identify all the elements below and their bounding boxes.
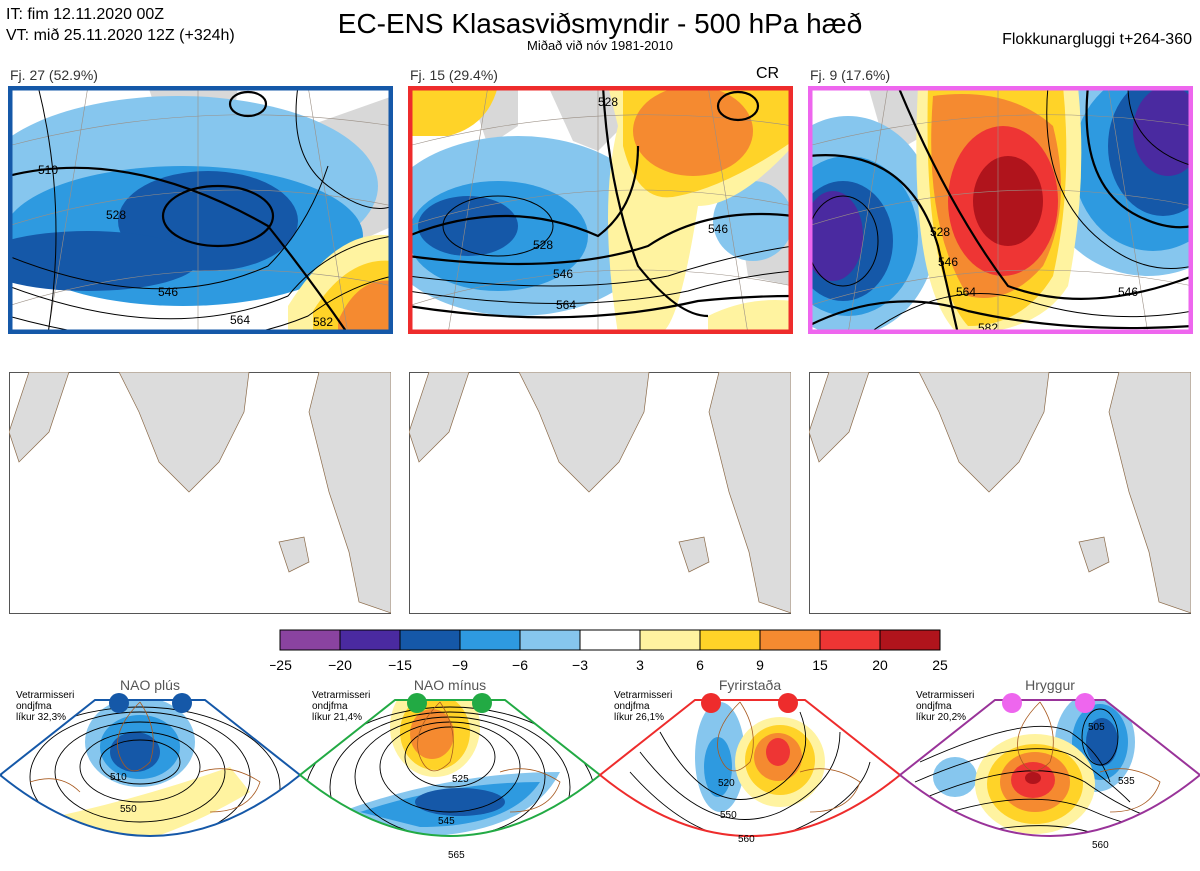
cluster-1-label: Fj. 27 (52.9%) xyxy=(10,67,98,83)
contour-label: 546 xyxy=(553,267,573,281)
cluster-2-map: 528 546 564 546 528 xyxy=(408,86,793,334)
colorbar-tick-label: −9 xyxy=(452,657,468,673)
colorbar-tick-label: 20 xyxy=(872,657,888,673)
contour-label: 550 xyxy=(720,810,737,821)
empty-map-1 xyxy=(9,372,391,614)
colorbar-swatch xyxy=(819,629,881,651)
regime-note: Vetrarmisseri xyxy=(614,690,672,701)
regime-nao-minus: NAO mínus Vetrarmisseri ondjfma líkur 21… xyxy=(298,677,602,861)
regime-note: Vetrarmisseri xyxy=(916,690,974,701)
regime-note: Vetrarmisseri xyxy=(312,690,370,701)
colorbar-swatch xyxy=(579,629,641,651)
colorbar-tick-label: 25 xyxy=(932,657,948,673)
regime-probability: líkur 21,4% xyxy=(312,712,362,723)
initial-time: IT: fim 12.11.2020 00Z xyxy=(6,6,165,23)
regime-title: Fyrirstaða xyxy=(719,677,781,693)
cluster-2-border xyxy=(408,86,793,334)
cluster-3-map: 528 546 564 546 582 xyxy=(808,86,1193,334)
regime-title: NAO plús xyxy=(120,677,180,693)
regime-probability: líkur 32,3% xyxy=(16,712,66,723)
contour-label: 510 xyxy=(38,163,58,177)
regime-probability: líkur 20,2% xyxy=(916,712,966,723)
contour-label: 546 xyxy=(708,222,728,236)
contour-label: 528 xyxy=(106,208,126,222)
contour-label: 582 xyxy=(313,315,333,329)
colorbar-tick-label: 15 xyxy=(812,657,828,673)
cluster-3-label: Fj. 9 (17.6%) xyxy=(810,67,891,83)
cluster-2-tag: CR xyxy=(756,65,780,82)
colorbar-swatch xyxy=(519,629,581,651)
colorbar-swatch xyxy=(339,629,401,651)
contour-label: 505 xyxy=(1088,722,1105,733)
regime-title: NAO mínus xyxy=(414,677,486,693)
colorbar-tick-label: 3 xyxy=(636,657,644,673)
regime-note: ondjfma xyxy=(16,701,52,712)
anomaly-colorbar: −25 −20 −15 −9 −6 −3 3 6 9 15 20 25 xyxy=(270,629,948,673)
contour-label: 565 xyxy=(448,850,465,861)
valid-time: VT: mið 25.11.2020 12Z (+324h) xyxy=(6,27,235,44)
colorbar-tick-label: −3 xyxy=(572,657,588,673)
regime-note: ondjfma xyxy=(916,701,952,712)
regime-insets: NAO plús Vetrarmisseri ondjfma líkur 32,… xyxy=(0,677,1200,861)
contour-label: 546 xyxy=(938,255,958,269)
regime-ridge: Hryggur Vetrarmisseri ondjfma líkur 20,2… xyxy=(898,677,1200,851)
empty-map-2 xyxy=(409,372,791,614)
cluster-1-map: 510 528 546 564 582 xyxy=(8,86,393,334)
contour-label: 545 xyxy=(438,816,455,827)
contour-label: 520 xyxy=(718,778,735,789)
contour-label: 528 xyxy=(598,95,618,109)
regime-title: Hryggur xyxy=(1025,677,1075,693)
colorbar-swatch xyxy=(639,629,701,651)
contour-label: 535 xyxy=(1118,776,1135,787)
contour-label: 546 xyxy=(1118,285,1138,299)
colorbar-tick-label: −20 xyxy=(328,657,352,673)
contour-label: 528 xyxy=(930,225,950,239)
contour-label: 528 xyxy=(533,238,553,252)
colorbar-tick-label: −25 xyxy=(270,657,292,673)
colorbar-swatch xyxy=(399,629,461,651)
contour-label: 564 xyxy=(956,285,976,299)
regime-note: ondjfma xyxy=(614,701,650,712)
regime-note: Vetrarmisseri xyxy=(16,690,74,701)
colorbar-tick-label: −6 xyxy=(512,657,528,673)
colorbar-swatch xyxy=(699,629,761,651)
cluster-1-border xyxy=(8,86,393,334)
colorbar-tick-label: 9 xyxy=(756,657,764,673)
colorbar-swatch xyxy=(279,629,341,651)
regime-blocking: Fyrirstaða Vetrarmisseri ondjfma líkur 2… xyxy=(598,677,902,845)
regime-probability: líkur 26,1% xyxy=(614,712,664,723)
empty-map-3 xyxy=(809,372,1191,614)
contour-label: 546 xyxy=(158,285,178,299)
climate-reference: Miðað við nóv 1981-2010 xyxy=(527,38,673,53)
colorbar-swatch xyxy=(759,629,821,651)
classification-window: Flokkunargluggi t+264-360 xyxy=(1002,31,1192,48)
cluster-2-label: Fj. 15 (29.4%) xyxy=(410,67,498,83)
colorbar-swatch xyxy=(459,629,521,651)
cluster-3-border xyxy=(808,86,1193,334)
colorbar-swatch xyxy=(879,629,941,651)
contour-label: 550 xyxy=(120,804,137,815)
regime-note: ondjfma xyxy=(312,701,348,712)
run-info: IT: fim 12.11.2020 00Z VT: mið 25.11.202… xyxy=(6,4,235,46)
contour-label: 560 xyxy=(738,834,755,845)
regime-nao-plus: NAO plús Vetrarmisseri ondjfma líkur 32,… xyxy=(0,677,302,837)
contour-label: 560 xyxy=(1092,840,1109,851)
contour-label: 525 xyxy=(452,774,469,785)
colorbar-tick-label: 6 xyxy=(696,657,704,673)
page-title: EC-ENS Klasasviðsmyndir - 500 hPa hæð xyxy=(337,8,863,39)
colorbar-tick-label: −15 xyxy=(388,657,412,673)
contour-label: 510 xyxy=(110,772,127,783)
contour-label: 564 xyxy=(230,313,250,327)
contour-label: 564 xyxy=(556,298,576,312)
